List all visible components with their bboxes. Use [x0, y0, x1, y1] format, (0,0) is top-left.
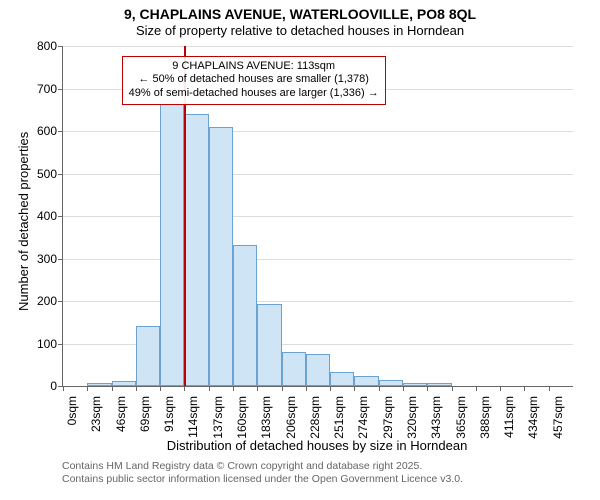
- histogram-bar: [184, 114, 208, 386]
- y-tick-label: 700: [37, 82, 63, 96]
- x-tick-mark: [136, 386, 137, 391]
- x-tick-mark: [330, 386, 331, 391]
- y-gridline: [63, 259, 573, 260]
- x-tick-mark: [160, 386, 161, 391]
- x-tick-label: 228sqm: [308, 392, 322, 439]
- x-tick-label: 91sqm: [162, 392, 176, 432]
- x-tick-mark: [233, 386, 234, 391]
- chart-container: 9, CHAPLAINS AVENUE, WATERLOOVILLE, PO8 …: [0, 0, 600, 500]
- x-tick-label: 320sqm: [405, 392, 419, 439]
- x-tick-label: 46sqm: [114, 392, 128, 432]
- annotation-line: 49% of semi-detached houses are larger (…: [129, 87, 379, 101]
- y-gridline: [63, 131, 573, 132]
- y-gridline: [63, 174, 573, 175]
- x-tick-label: 160sqm: [235, 392, 249, 439]
- x-tick-label: 206sqm: [284, 392, 298, 439]
- y-tick-label: 400: [37, 209, 63, 223]
- chart-subtitle: Size of property relative to detached ho…: [0, 23, 600, 39]
- x-tick-mark: [306, 386, 307, 391]
- x-tick-label: 411sqm: [502, 392, 516, 438]
- footer-line: Contains public sector information licen…: [62, 473, 463, 486]
- x-tick-mark: [403, 386, 404, 391]
- plot-area: 01002003004005006007008000sqm23sqm46sqm6…: [62, 46, 573, 387]
- x-tick-mark: [500, 386, 501, 391]
- x-tick-mark: [209, 386, 210, 391]
- x-tick-mark: [112, 386, 113, 391]
- x-tick-mark: [549, 386, 550, 391]
- x-tick-label: 343sqm: [429, 392, 443, 439]
- x-tick-label: 183sqm: [259, 392, 273, 439]
- x-tick-mark: [427, 386, 428, 391]
- x-tick-label: 137sqm: [211, 392, 225, 439]
- footer-line: Contains HM Land Registry data © Crown c…: [62, 460, 463, 473]
- histogram-bar: [282, 352, 306, 386]
- y-tick-label: 800: [37, 39, 63, 53]
- histogram-bar: [160, 101, 184, 386]
- y-tick-label: 500: [37, 167, 63, 181]
- histogram-bar: [87, 383, 111, 386]
- x-tick-label: 23sqm: [89, 392, 103, 432]
- x-tick-mark: [524, 386, 525, 391]
- x-tick-mark: [476, 386, 477, 391]
- x-tick-label: 297sqm: [381, 392, 395, 439]
- histogram-bar: [209, 127, 233, 386]
- histogram-bar: [354, 376, 378, 386]
- y-gridline: [63, 46, 573, 47]
- x-tick-mark: [282, 386, 283, 391]
- chart-title: 9, CHAPLAINS AVENUE, WATERLOOVILLE, PO8 …: [0, 0, 600, 23]
- y-tick-label: 200: [37, 294, 63, 308]
- histogram-bar: [379, 380, 403, 386]
- x-tick-label: 457sqm: [551, 392, 565, 439]
- histogram-bar: [403, 383, 427, 386]
- histogram-bar: [257, 304, 281, 386]
- x-tick-mark: [63, 386, 64, 391]
- x-tick-label: 251sqm: [332, 392, 346, 439]
- x-tick-label: 434sqm: [526, 392, 540, 439]
- x-tick-label: 365sqm: [454, 392, 468, 439]
- histogram-bar: [330, 372, 354, 386]
- x-axis-label: Distribution of detached houses by size …: [62, 438, 572, 453]
- y-gridline: [63, 216, 573, 217]
- histogram-bar: [427, 383, 451, 386]
- histogram-bar: [306, 354, 330, 386]
- annotation-box: 9 CHAPLAINS AVENUE: 113sqm← 50% of detac…: [122, 56, 386, 105]
- x-tick-label: 114sqm: [186, 392, 200, 438]
- y-axis-label: Number of detached properties: [16, 132, 31, 311]
- histogram-bar: [112, 381, 136, 386]
- x-tick-mark: [354, 386, 355, 391]
- annotation-line: ← 50% of detached houses are smaller (1,…: [129, 73, 379, 87]
- x-tick-mark: [379, 386, 380, 391]
- x-tick-label: 0sqm: [65, 392, 79, 425]
- histogram-bar: [136, 326, 160, 386]
- y-tick-label: 600: [37, 124, 63, 138]
- x-tick-label: 388sqm: [478, 392, 492, 439]
- x-tick-label: 274sqm: [356, 392, 370, 439]
- footer-attribution: Contains HM Land Registry data © Crown c…: [62, 460, 463, 486]
- annotation-line: 9 CHAPLAINS AVENUE: 113sqm: [129, 60, 379, 74]
- x-tick-label: 69sqm: [138, 392, 152, 432]
- y-tick-label: 100: [37, 337, 63, 351]
- histogram-bar: [233, 245, 257, 386]
- y-tick-label: 300: [37, 252, 63, 266]
- x-tick-mark: [184, 386, 185, 391]
- x-tick-mark: [87, 386, 88, 391]
- y-tick-label: 0: [50, 379, 63, 393]
- x-tick-mark: [452, 386, 453, 391]
- y-gridline: [63, 301, 573, 302]
- x-tick-mark: [257, 386, 258, 391]
